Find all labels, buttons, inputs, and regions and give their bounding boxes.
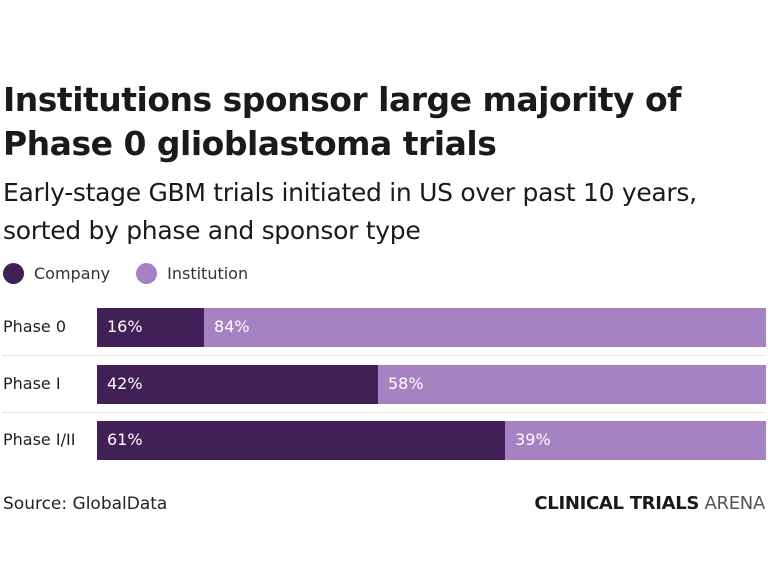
legend-swatch-company: [3, 263, 24, 284]
row-divider: [3, 355, 765, 356]
chart-subtitle: Early-stage GBM trials initiated in US o…: [3, 178, 697, 245]
legend: Company Institution: [3, 263, 274, 284]
logo: CLINICAL TRIALS ARENA: [534, 493, 765, 514]
bar-company: 42%: [97, 364, 378, 404]
category-label: Phase I/II: [3, 430, 76, 449]
data-label: 16%: [107, 317, 143, 336]
data-label: 61%: [107, 430, 143, 449]
category-label: Phase I: [3, 373, 61, 393]
bar-institution: 39%: [505, 421, 766, 460]
data-label: 42%: [107, 373, 143, 393]
bar-institution: 58%: [377, 364, 766, 404]
bar-company: 61%: [97, 421, 506, 460]
legend-swatch-institution: [136, 263, 158, 284]
legend-label-company: Company: [34, 264, 111, 283]
source-note: Source: GlobalData: [3, 494, 168, 514]
legend-label-institution: Institution: [167, 264, 249, 283]
bar-company: 16%: [97, 308, 205, 347]
data-label: 84%: [214, 317, 250, 336]
chart-title: Institutions sponsor large majority of P…: [3, 80, 682, 163]
data-label: 39%: [515, 430, 551, 449]
row-divider: [3, 411, 765, 413]
bar-institution: 84%: [204, 308, 766, 347]
category-label: Phase 0: [3, 317, 67, 336]
data-label: 58%: [387, 373, 424, 393]
